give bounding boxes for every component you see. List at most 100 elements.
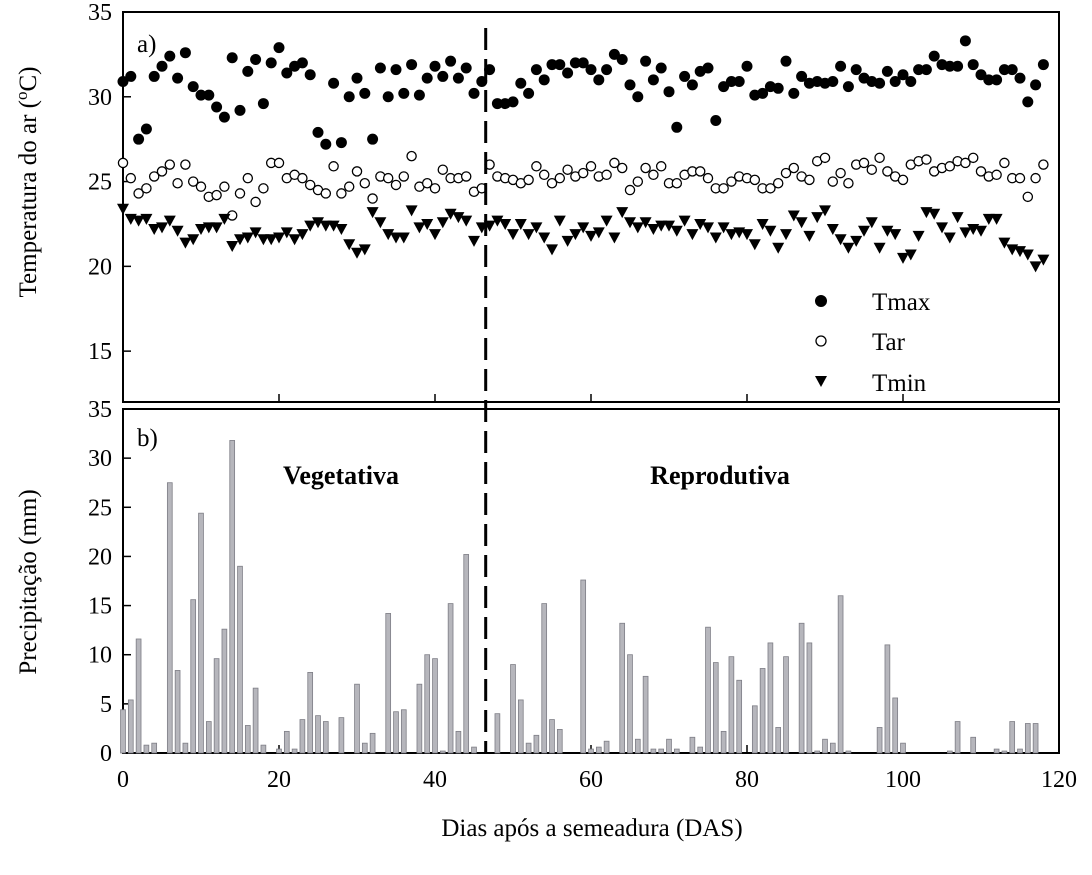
y-tick-label-temperature: 25 [88, 170, 112, 196]
point-tmin [772, 242, 785, 254]
point-tmax [156, 60, 168, 72]
point-tmax [452, 72, 464, 84]
precipitation-bar [143, 744, 150, 754]
point-tar [382, 172, 394, 184]
point-tar [835, 167, 846, 179]
precipitation-bar [993, 748, 1000, 754]
point-tmax [390, 64, 402, 76]
point-tmin [592, 227, 605, 239]
precipitation-bar [385, 613, 392, 754]
point-tmax [944, 60, 956, 72]
precipitation-bar [829, 742, 836, 754]
point-tmax [905, 76, 917, 88]
point-tmax [741, 60, 753, 72]
point-tmin [1037, 254, 1050, 266]
point-tmax [148, 70, 160, 82]
point-tmax [725, 76, 737, 88]
point-tmin [577, 222, 590, 234]
x-tick-label: 100 [885, 767, 921, 793]
point-tar [398, 171, 410, 182]
point-tmax [679, 70, 691, 82]
y-tick-label-precipitation: 0 [100, 741, 112, 767]
point-tmin [741, 229, 753, 241]
precipitation-bar [588, 748, 594, 754]
point-tmin [959, 227, 972, 239]
point-tmin [265, 234, 278, 246]
point-tmin [756, 218, 769, 230]
point-tmax [281, 67, 293, 79]
point-tar [585, 161, 597, 172]
point-tmin [803, 230, 816, 242]
point-tar [601, 169, 612, 181]
point-tmin [257, 234, 270, 246]
point-tmin [429, 229, 441, 241]
point-tmin [686, 229, 699, 241]
point-tar [577, 167, 589, 179]
precipitation-bar [463, 554, 470, 754]
point-tar [351, 166, 363, 177]
point-tmax [398, 87, 410, 99]
point-tar [843, 178, 854, 189]
point-tmin [998, 237, 1011, 249]
point-tmax [460, 62, 472, 74]
point-tar [648, 169, 659, 181]
precipitation-bar [447, 603, 454, 754]
point-tmax [624, 79, 636, 91]
point-tmax [733, 76, 745, 88]
point-tmax [1030, 79, 1042, 91]
point-tmax [608, 48, 620, 60]
point-tmin [936, 222, 948, 234]
precipitation-bar [166, 482, 173, 754]
point-tmin [655, 220, 668, 232]
precipitation-bar [369, 732, 376, 754]
precipitation-bar [198, 512, 204, 754]
point-tmin [826, 224, 839, 236]
precipitation-bar [1009, 721, 1016, 754]
point-tmin [569, 229, 582, 241]
point-tmax [585, 64, 597, 76]
point-tmin [608, 232, 621, 244]
point-tar [866, 164, 878, 175]
point-tar [250, 196, 261, 208]
point-tmin [624, 217, 636, 229]
point-tar [819, 152, 831, 164]
point-tmin [709, 232, 722, 244]
point-tmax [491, 98, 503, 110]
precipitation-bar [283, 730, 290, 754]
point-tmin [1014, 246, 1026, 258]
point-tmax [406, 59, 418, 71]
point-tmin [351, 247, 363, 259]
point-tmax [671, 121, 683, 133]
point-tar [328, 161, 339, 172]
point-tar [694, 166, 706, 177]
degree-superscript: o [12, 92, 31, 101]
point-tmin [312, 217, 324, 229]
point-tar [211, 189, 222, 201]
y-tick-label-precipitation: 10 [88, 643, 112, 669]
point-tmin [834, 234, 847, 246]
precipitation-bar [517, 699, 524, 754]
point-tmax [359, 87, 371, 99]
point-tmax [164, 50, 176, 62]
precipitation-bar [775, 727, 782, 754]
precipitation-bar [510, 664, 516, 754]
point-tmin [140, 213, 153, 225]
point-tmin [639, 217, 652, 229]
point-tmin [460, 215, 473, 227]
point-tmax [780, 55, 792, 67]
point-tmax [788, 87, 800, 99]
phase-label-vegetativa: Vegetativa [283, 461, 399, 490]
point-tmax [952, 60, 964, 72]
precipitation-bar [541, 603, 548, 754]
point-tmin [631, 222, 644, 234]
point-tar [944, 161, 956, 172]
point-tmax [133, 133, 145, 145]
point-tar [195, 181, 207, 192]
x-tick-label: 0 [117, 767, 129, 793]
point-tmin [850, 235, 863, 247]
point-tar [827, 176, 839, 187]
point-tmax [304, 69, 316, 81]
point-tmax [429, 60, 441, 72]
precipitation-bar [291, 748, 298, 754]
point-tmin [858, 225, 870, 237]
